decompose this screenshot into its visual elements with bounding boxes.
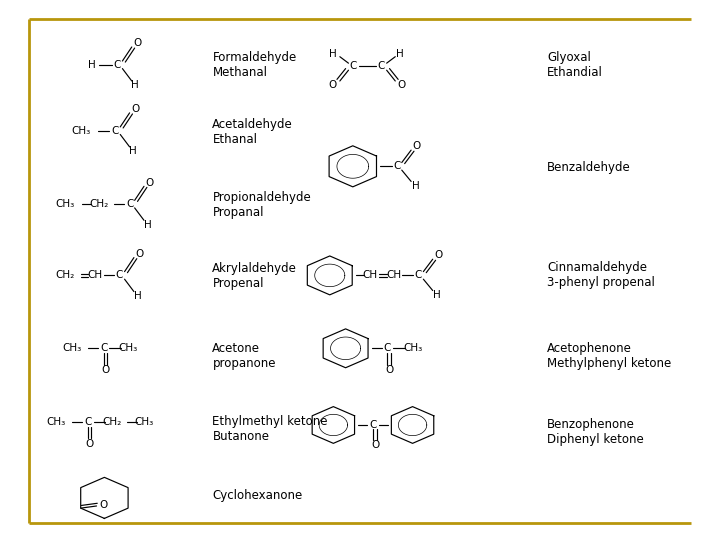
Text: CH: CH — [87, 271, 103, 280]
Text: Acetophenone
Methylphenyl ketone: Acetophenone Methylphenyl ketone — [547, 342, 672, 370]
Text: Formaldehyde
Methanal: Formaldehyde Methanal — [212, 51, 297, 79]
Text: C: C — [114, 60, 121, 70]
Text: H: H — [134, 291, 141, 301]
Text: O: O — [99, 500, 108, 510]
Text: O: O — [371, 440, 379, 450]
Text: CH₃: CH₃ — [47, 417, 66, 427]
Text: C: C — [349, 62, 356, 71]
Text: H: H — [329, 49, 336, 59]
Text: Ethylmethyl ketone
Butanone: Ethylmethyl ketone Butanone — [212, 415, 328, 443]
Text: H: H — [144, 220, 151, 229]
Text: C: C — [116, 271, 123, 280]
Text: Benzaldehyde: Benzaldehyde — [547, 161, 631, 174]
Text: CH₃: CH₃ — [403, 343, 422, 353]
Text: O: O — [328, 80, 337, 90]
Text: CH₃: CH₃ — [135, 417, 153, 427]
Text: C: C — [100, 343, 107, 353]
Text: CH₃: CH₃ — [63, 343, 81, 353]
Text: CH₂: CH₂ — [103, 417, 122, 427]
Text: C: C — [369, 420, 377, 430]
Text: Cinnamaldehyde
3-phenyl propenal: Cinnamaldehyde 3-phenyl propenal — [547, 261, 655, 289]
Text: C: C — [384, 343, 391, 353]
Text: H: H — [433, 290, 441, 300]
Text: CH: CH — [362, 271, 378, 280]
Text: O: O — [385, 365, 394, 375]
Text: CH₃: CH₃ — [119, 343, 138, 353]
Text: C: C — [393, 161, 400, 171]
Text: CH₃: CH₃ — [55, 199, 74, 209]
Text: C: C — [415, 271, 422, 280]
Text: O: O — [86, 439, 94, 449]
Text: C: C — [84, 417, 91, 427]
Text: CH₂: CH₂ — [89, 199, 108, 209]
Text: O: O — [397, 80, 406, 90]
Text: O: O — [413, 141, 421, 151]
Text: CH₂: CH₂ — [55, 271, 74, 280]
Text: CH: CH — [386, 271, 402, 280]
Text: Acetone
propanone: Acetone propanone — [212, 342, 276, 370]
Text: Glyoxal
Ethandial: Glyoxal Ethandial — [547, 51, 603, 79]
Text: Akrylaldehyde
Propenal: Akrylaldehyde Propenal — [212, 262, 297, 291]
Text: O: O — [145, 178, 154, 187]
Text: C: C — [377, 62, 384, 71]
Text: O: O — [102, 365, 110, 375]
Text: Cyclohexanone: Cyclohexanone — [212, 489, 302, 502]
Text: O: O — [135, 249, 144, 259]
Text: H: H — [397, 49, 404, 59]
Text: Propionaldehyde
Propanal: Propionaldehyde Propanal — [212, 191, 311, 219]
Text: C: C — [126, 199, 133, 209]
Text: H: H — [88, 60, 95, 70]
Text: O: O — [434, 251, 443, 260]
Text: O: O — [131, 104, 140, 114]
Text: H: H — [132, 80, 139, 90]
Text: H: H — [412, 181, 419, 191]
Text: O: O — [133, 38, 142, 48]
Text: H: H — [130, 146, 137, 156]
Text: Benzophenone
Diphenyl ketone: Benzophenone Diphenyl ketone — [547, 418, 644, 446]
Text: Acetaldehyde
Ethanal: Acetaldehyde Ethanal — [212, 118, 293, 146]
Text: C: C — [112, 126, 119, 136]
Text: CH₃: CH₃ — [71, 126, 90, 136]
